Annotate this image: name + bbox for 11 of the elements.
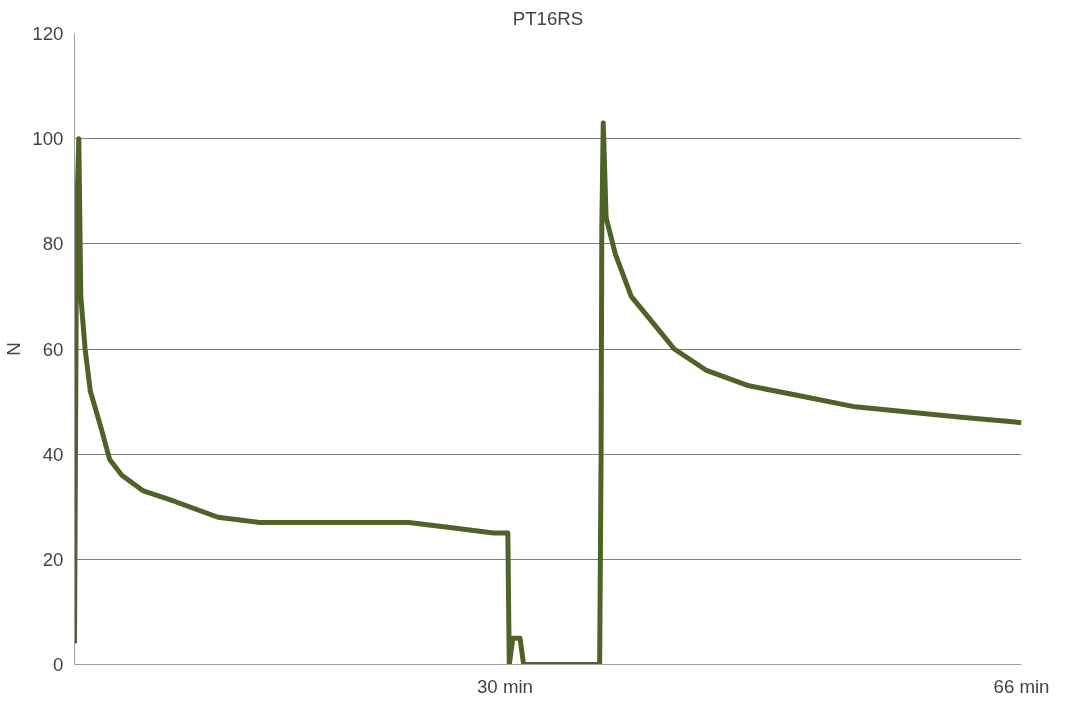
y-tick-label: 100 bbox=[32, 128, 64, 150]
y-tick-label: 120 bbox=[32, 23, 64, 44]
y-tick-label: 0 bbox=[53, 654, 64, 675]
y-tick-label: 40 bbox=[42, 443, 64, 465]
x-tick-label: 66 min bbox=[993, 675, 1050, 697]
y-axis-title: N bbox=[3, 342, 25, 356]
chart-title: PT16RS bbox=[512, 7, 584, 29]
x-tick-label: 30 min bbox=[476, 675, 533, 697]
y-tick-label: 20 bbox=[42, 548, 64, 570]
y-tick-label: 60 bbox=[42, 338, 64, 360]
y-tick-label: 80 bbox=[42, 233, 64, 255]
